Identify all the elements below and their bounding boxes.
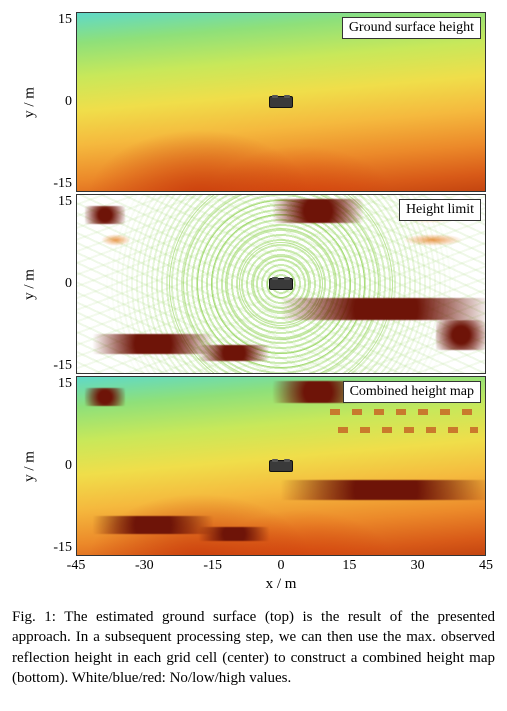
figure: y / m 15 0 -15 Ground surface height y /… bbox=[12, 12, 495, 688]
plot-height-limit: Height limit bbox=[76, 194, 486, 374]
xtick: 0 bbox=[266, 558, 296, 574]
xtick: -45 bbox=[61, 558, 91, 574]
vehicle-marker-icon bbox=[269, 460, 293, 472]
caption-text: The estimated ground surface (top) is th… bbox=[12, 609, 495, 686]
dash-marks bbox=[338, 427, 478, 433]
vehicle-marker-icon bbox=[269, 278, 293, 290]
obstacle-cluster bbox=[85, 388, 125, 406]
ytick: 15 bbox=[58, 194, 72, 210]
obstacle-cluster bbox=[436, 320, 486, 350]
ytick: 15 bbox=[58, 376, 72, 392]
ytick: 0 bbox=[65, 276, 72, 292]
smear bbox=[101, 234, 131, 246]
panel-height-limit: y / m 15 0 -15 bbox=[12, 194, 495, 374]
ytick: 0 bbox=[65, 458, 72, 474]
plot-ground-surface: Ground surface height bbox=[76, 12, 486, 192]
plot-combined: Combined height map bbox=[76, 376, 486, 556]
y-axis-ticks: 15 0 -15 bbox=[48, 194, 76, 374]
ytick: -15 bbox=[53, 540, 72, 556]
ytick: 0 bbox=[65, 94, 72, 110]
y-axis-label: y / m bbox=[22, 266, 39, 302]
ytick: -15 bbox=[53, 358, 72, 374]
dash-marks bbox=[330, 409, 480, 415]
panel-title: Height limit bbox=[399, 199, 481, 221]
obstacle-cluster bbox=[281, 298, 486, 320]
xtick: 15 bbox=[334, 558, 364, 574]
xtick: 30 bbox=[403, 558, 433, 574]
panel-combined: y / m 15 0 -15 Combined height map bbox=[12, 376, 495, 556]
smear bbox=[403, 234, 463, 246]
xtick: 45 bbox=[471, 558, 501, 574]
xtick: -30 bbox=[129, 558, 159, 574]
obstacle-cluster bbox=[281, 480, 486, 500]
caption-label: Fig. 1: bbox=[12, 609, 56, 625]
y-axis-label: y / m bbox=[22, 448, 39, 484]
vehicle-marker-icon bbox=[269, 96, 293, 108]
x-axis-label: x / m bbox=[76, 576, 486, 593]
xtick: -15 bbox=[198, 558, 228, 574]
panel-ground-surface: y / m 15 0 -15 Ground surface height bbox=[12, 12, 495, 192]
obstacle-cluster bbox=[93, 334, 213, 354]
obstacle-cluster bbox=[199, 345, 269, 361]
ytick: -15 bbox=[53, 176, 72, 192]
panel-title: Ground surface height bbox=[342, 17, 481, 39]
obstacle-cluster bbox=[93, 516, 213, 534]
y-axis-ticks: 15 0 -15 bbox=[48, 376, 76, 556]
panel-title: Combined height map bbox=[343, 381, 481, 403]
obstacle-cluster bbox=[273, 199, 363, 223]
obstacle-cluster bbox=[199, 527, 269, 541]
y-axis-label: y / m bbox=[22, 84, 39, 120]
figure-caption: Fig. 1: The estimated ground surface (to… bbox=[12, 607, 495, 688]
ytick: 15 bbox=[58, 12, 72, 28]
obstacle-cluster bbox=[85, 206, 125, 224]
y-axis-ticks: 15 0 -15 bbox=[48, 12, 76, 192]
x-axis-ticks: -45 -30 -15 0 15 30 45 bbox=[76, 558, 486, 574]
